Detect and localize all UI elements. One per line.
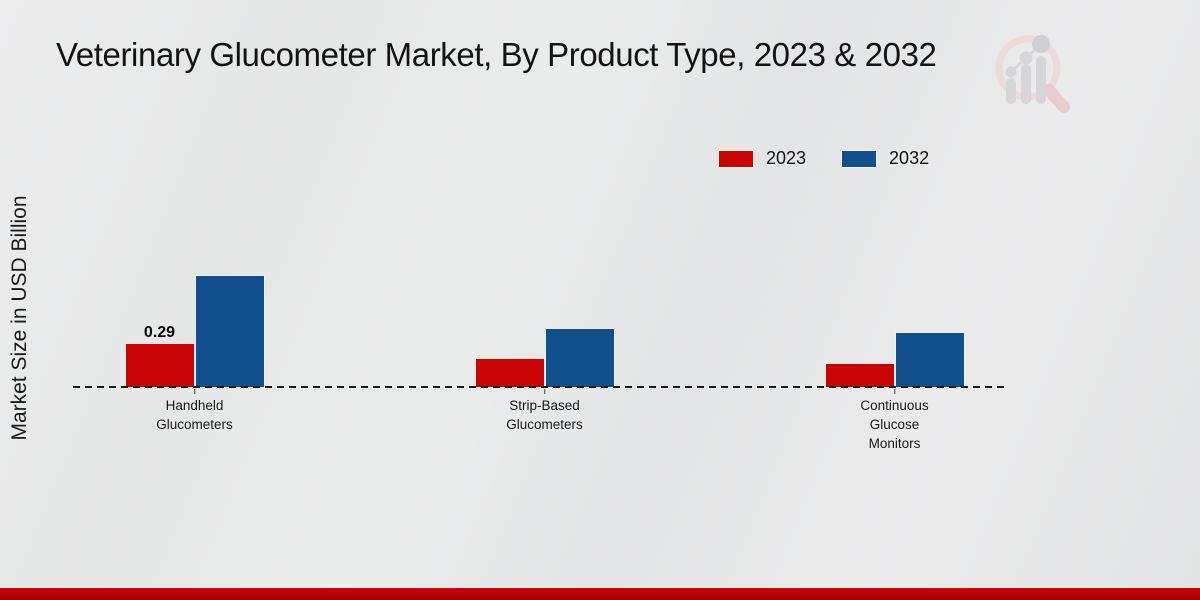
category-label-handheld-glucometers: Handheld Glucometers xyxy=(156,398,233,432)
bar-2032-continuous-glucose-monitors xyxy=(894,332,965,387)
legend-swatch-2023 xyxy=(718,149,754,168)
plot-area: 0.29 Handheld Glucometers Strip-Based Gluc… xyxy=(73,107,1005,451)
legend-swatch-2032 xyxy=(841,149,878,168)
data-label-2023-handheld-glucometers: 0.29 xyxy=(143,323,176,341)
legend-label-2023: 2023 xyxy=(766,148,807,168)
y-axis-label: Market Size in USD Billion xyxy=(8,195,31,441)
legend: 2023 2032 xyxy=(718,148,929,169)
x-axis-tick-handheld-glucometers xyxy=(193,389,196,394)
footer-red-band xyxy=(0,588,1200,600)
magnifier-bar-chart-logo xyxy=(995,35,1070,113)
bar-2023-strip-based-glucometers xyxy=(474,358,545,387)
x-axis-tick-strip-based-glucometers xyxy=(543,389,546,394)
bar-2032-strip-based-glucometers xyxy=(544,327,615,387)
legend-item-2023: 2023 xyxy=(718,148,806,169)
category-label-strip-based-glucometers: Strip-Based Glucometers xyxy=(506,398,583,432)
legend-label-2032: 2032 xyxy=(889,148,930,168)
x-axis-tick-continuous-glucose-monitors xyxy=(893,389,896,394)
category-label-continuous-glucose-monitors: Continuous Glucose Monitors xyxy=(860,398,929,451)
bar-group-continuous-glucose-monitors xyxy=(824,332,965,387)
bar-2023-handheld-glucometers: 0.29 xyxy=(124,324,195,387)
chart-title: Veterinary Glucometer Market, By Product… xyxy=(56,36,937,73)
bar-group-handheld-glucometers: 0.29 xyxy=(124,274,265,387)
legend-item-2032: 2032 xyxy=(841,148,929,169)
bar-2023-continuous-glucose-monitors xyxy=(824,362,895,387)
bar-group-strip-based-glucometers xyxy=(474,327,615,387)
baseline-dashed-line xyxy=(73,386,1005,388)
bar-2032-handheld-glucometers xyxy=(194,274,265,387)
